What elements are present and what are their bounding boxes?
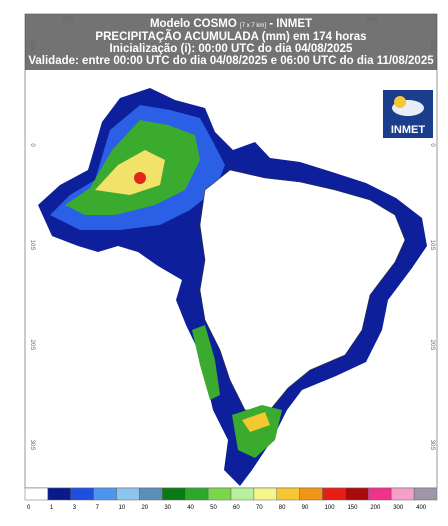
colorbar-label: 300: [393, 505, 404, 511]
colorbar-label: 20: [141, 505, 148, 511]
colorbar-label: 70: [256, 505, 263, 511]
south-yellow: [242, 412, 270, 432]
amazon-yellow: [95, 150, 165, 195]
colorbar-swatch: [253, 487, 278, 501]
colorbar-swatch: [47, 487, 72, 501]
colorbar-label: 60: [233, 505, 240, 511]
lat-label-left: 10N: [29, 39, 35, 50]
colorbar-swatch: [116, 487, 140, 501]
colorbar-swatch: [24, 487, 49, 501]
colorbar-swatch: [70, 487, 94, 501]
colorbar-label: 90: [302, 505, 309, 511]
colorbar-label: 100: [325, 505, 336, 511]
logo-sun: [394, 96, 406, 108]
header-band: [25, 14, 437, 70]
colorbar-label: 80: [279, 505, 286, 511]
colorbar-label: 150: [347, 505, 358, 511]
colorbar-swatch: [390, 487, 415, 501]
title-line1: Modelo COSMO [7 x 7 km] - INMET: [150, 18, 312, 30]
colorbar-label: 3: [73, 505, 77, 511]
model-name: Modelo COSMO: [150, 18, 237, 30]
colorbar-swatch: [299, 487, 323, 501]
colorbar-swatch: [413, 487, 438, 501]
colorbar-swatch: [184, 487, 209, 501]
colorbar-label: 400: [416, 505, 427, 511]
colorbar-swatch: [139, 487, 163, 501]
lon-label: 70W: [62, 17, 75, 23]
colorbar: 0 1 3 7 10 20 30 40 50 60 70 80 90 100 150 200 300 400: [24, 487, 438, 511]
colorbar-label: 200: [370, 505, 381, 511]
lat-label-left: 0: [29, 143, 35, 147]
lat-label-right: 0: [429, 143, 435, 147]
colorbar-label: 0: [27, 505, 31, 511]
title-line3: Inicialização (i): 00:00 UTC do dia 04/0…: [110, 43, 353, 55]
title-line4: Validade: entre 00:00 UTC do dia 04/08/2…: [28, 55, 434, 67]
org: - INMET: [269, 18, 312, 30]
colorbar-swatch: [276, 487, 300, 501]
interior-dry: [199, 169, 406, 411]
lat-label-right: 10S: [429, 240, 435, 251]
colorbar-label: 7: [96, 505, 100, 511]
west-green: [192, 325, 220, 400]
colorbar-swatch: [162, 487, 186, 501]
lat-label-left: 10S: [29, 240, 35, 251]
amazon-red: [134, 172, 146, 184]
lat-label-left: 30S: [29, 440, 35, 451]
colorbar-label: 10: [119, 505, 126, 511]
colorbar-swatch: [207, 487, 232, 501]
lon-label: 40W: [366, 17, 379, 23]
colorbar-label: 40: [187, 505, 194, 511]
colorbar-swatch: [368, 487, 392, 501]
south-green: [232, 405, 282, 458]
resolution: [7 x 7 km]: [240, 23, 266, 29]
colorbar-swatch: [93, 487, 117, 501]
title-line2: PRECIPITAÇÃO ACUMULADA (mm) em 174 horas: [95, 30, 366, 43]
lat-label-right: 10N: [429, 39, 435, 50]
logo-text: INMET: [391, 124, 426, 136]
colorbar-swatch: [345, 487, 369, 501]
lat-label-left: 20S: [29, 340, 35, 351]
lat-label-right: 20S: [429, 340, 435, 351]
colorbar-swatch: [322, 487, 346, 501]
colorbar-label: 1: [50, 505, 54, 511]
lat-label-right: 30S: [429, 440, 435, 451]
colorbar-swatch: [230, 487, 255, 501]
colorbar-label: 50: [210, 505, 217, 511]
colorbar-label: 30: [164, 505, 171, 511]
